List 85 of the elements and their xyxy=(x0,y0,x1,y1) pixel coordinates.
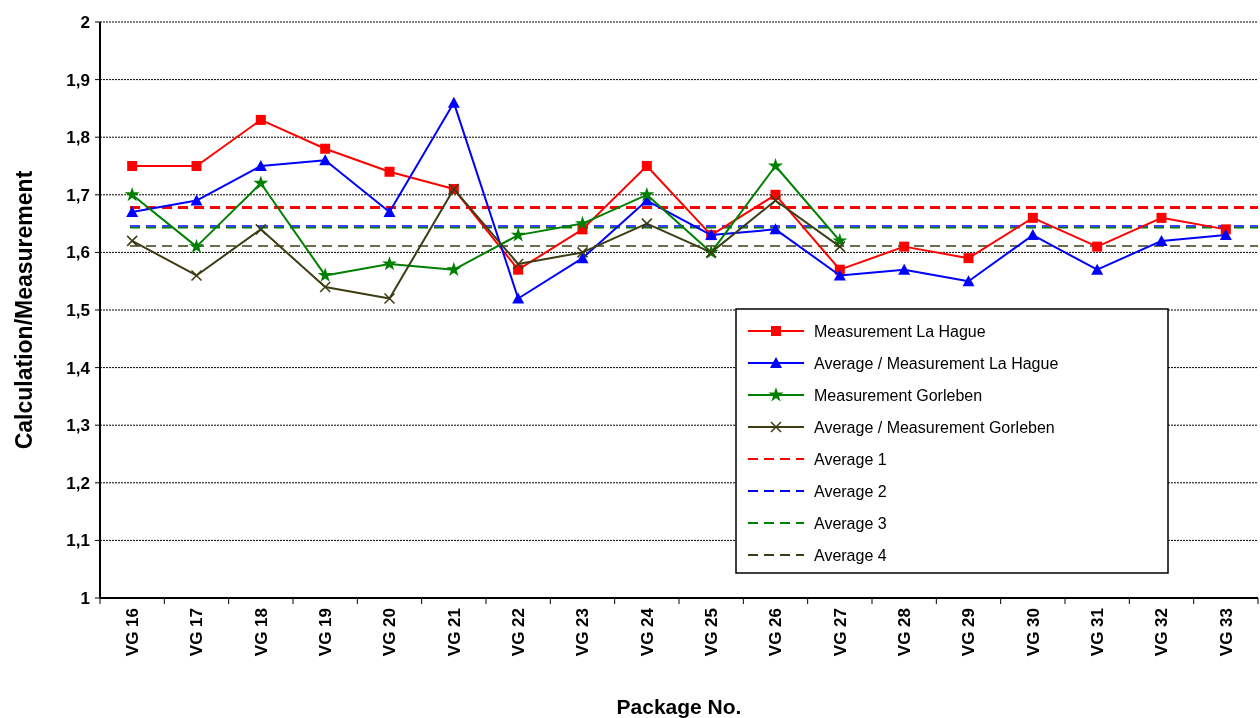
x-tick-label: VG 21 xyxy=(444,608,464,657)
legend-label: Average 1 xyxy=(814,450,887,468)
point xyxy=(769,223,782,235)
x-tick-label: VG 24 xyxy=(637,607,657,657)
point xyxy=(898,263,911,275)
point xyxy=(641,161,652,171)
y-axis-title: Calculation/Measurement xyxy=(11,170,37,450)
legend-label: Average / Measurement La Hague xyxy=(814,354,1059,372)
point xyxy=(962,275,975,287)
point xyxy=(383,206,396,218)
point xyxy=(833,269,846,281)
point xyxy=(899,241,910,252)
point xyxy=(190,269,203,282)
point xyxy=(510,227,526,242)
point xyxy=(190,194,203,206)
point xyxy=(126,235,138,247)
point xyxy=(317,267,333,282)
x-tick-label: VG 17 xyxy=(187,608,207,657)
x-tick-label: VG 27 xyxy=(830,608,850,657)
x-tick-label: VG 25 xyxy=(702,608,722,657)
point xyxy=(574,215,591,230)
point xyxy=(381,256,398,271)
point xyxy=(191,161,202,171)
point xyxy=(446,261,462,277)
y-tick-label: 1 xyxy=(80,588,90,608)
point xyxy=(1027,212,1038,223)
point xyxy=(639,186,655,202)
point xyxy=(1091,263,1104,275)
point xyxy=(576,252,589,264)
x-tick-label: VG 20 xyxy=(380,608,400,657)
x-tick-label: VG 26 xyxy=(766,608,786,657)
point xyxy=(126,206,139,218)
x-tick-label: VG 18 xyxy=(251,608,271,657)
point xyxy=(1219,229,1232,241)
y-tick-label: 2 xyxy=(80,12,90,32)
point xyxy=(127,161,138,171)
point xyxy=(834,240,846,253)
point xyxy=(383,292,396,305)
point xyxy=(641,217,653,230)
legend-label: Measurement Gorleben xyxy=(814,386,983,404)
y-tick-label: 1,3 xyxy=(66,416,90,436)
y-tick-label: 1,8 xyxy=(66,128,90,148)
legend-label: Average 2 xyxy=(814,482,887,500)
x-tick-label: VG 31 xyxy=(1088,608,1108,657)
x-tick-label: VG 19 xyxy=(316,608,336,657)
x-tick-label: VG 33 xyxy=(1216,608,1236,657)
y-tick-label: 1,7 xyxy=(66,185,90,205)
y-tick-label: 1,9 xyxy=(66,70,90,90)
point xyxy=(384,166,395,177)
legend-label: Average 4 xyxy=(814,546,887,564)
x-tick-label: VG 29 xyxy=(959,608,979,657)
x-tick-label: VG 28 xyxy=(895,608,915,657)
y-tick-label: 1,6 xyxy=(66,243,90,263)
point xyxy=(254,160,267,171)
point xyxy=(769,194,782,207)
point xyxy=(1156,212,1167,223)
point xyxy=(319,154,332,166)
point xyxy=(255,223,267,236)
legend-label: Average 3 xyxy=(814,514,887,532)
point xyxy=(576,246,589,259)
y-tick-label: 1,5 xyxy=(66,300,90,320)
point xyxy=(447,96,460,108)
point xyxy=(253,175,269,190)
point xyxy=(188,238,205,254)
point xyxy=(124,186,140,202)
x-tick-label: VG 22 xyxy=(509,608,529,657)
point xyxy=(319,281,331,293)
legend-label: Average / Measurement Gorleben xyxy=(814,418,1055,436)
y-tick-label: 1,2 xyxy=(66,473,90,493)
point xyxy=(767,158,784,173)
point xyxy=(512,292,525,304)
x-axis-title: Package No. xyxy=(616,695,742,718)
point xyxy=(512,258,524,270)
x-tick-label: VG 23 xyxy=(573,608,593,657)
x-tick-label: VG 32 xyxy=(1152,608,1172,657)
point xyxy=(963,253,974,264)
point xyxy=(255,114,266,125)
y-tick-label: 1,4 xyxy=(66,358,91,378)
point xyxy=(1155,234,1168,246)
point xyxy=(320,143,331,154)
y-tick-label: 1,1 xyxy=(66,531,90,551)
point xyxy=(1092,241,1103,252)
x-tick-label: VG 16 xyxy=(123,608,143,657)
legend-label: Measurement La Hague xyxy=(814,322,986,340)
x-tick-label: VG 30 xyxy=(1023,608,1043,657)
